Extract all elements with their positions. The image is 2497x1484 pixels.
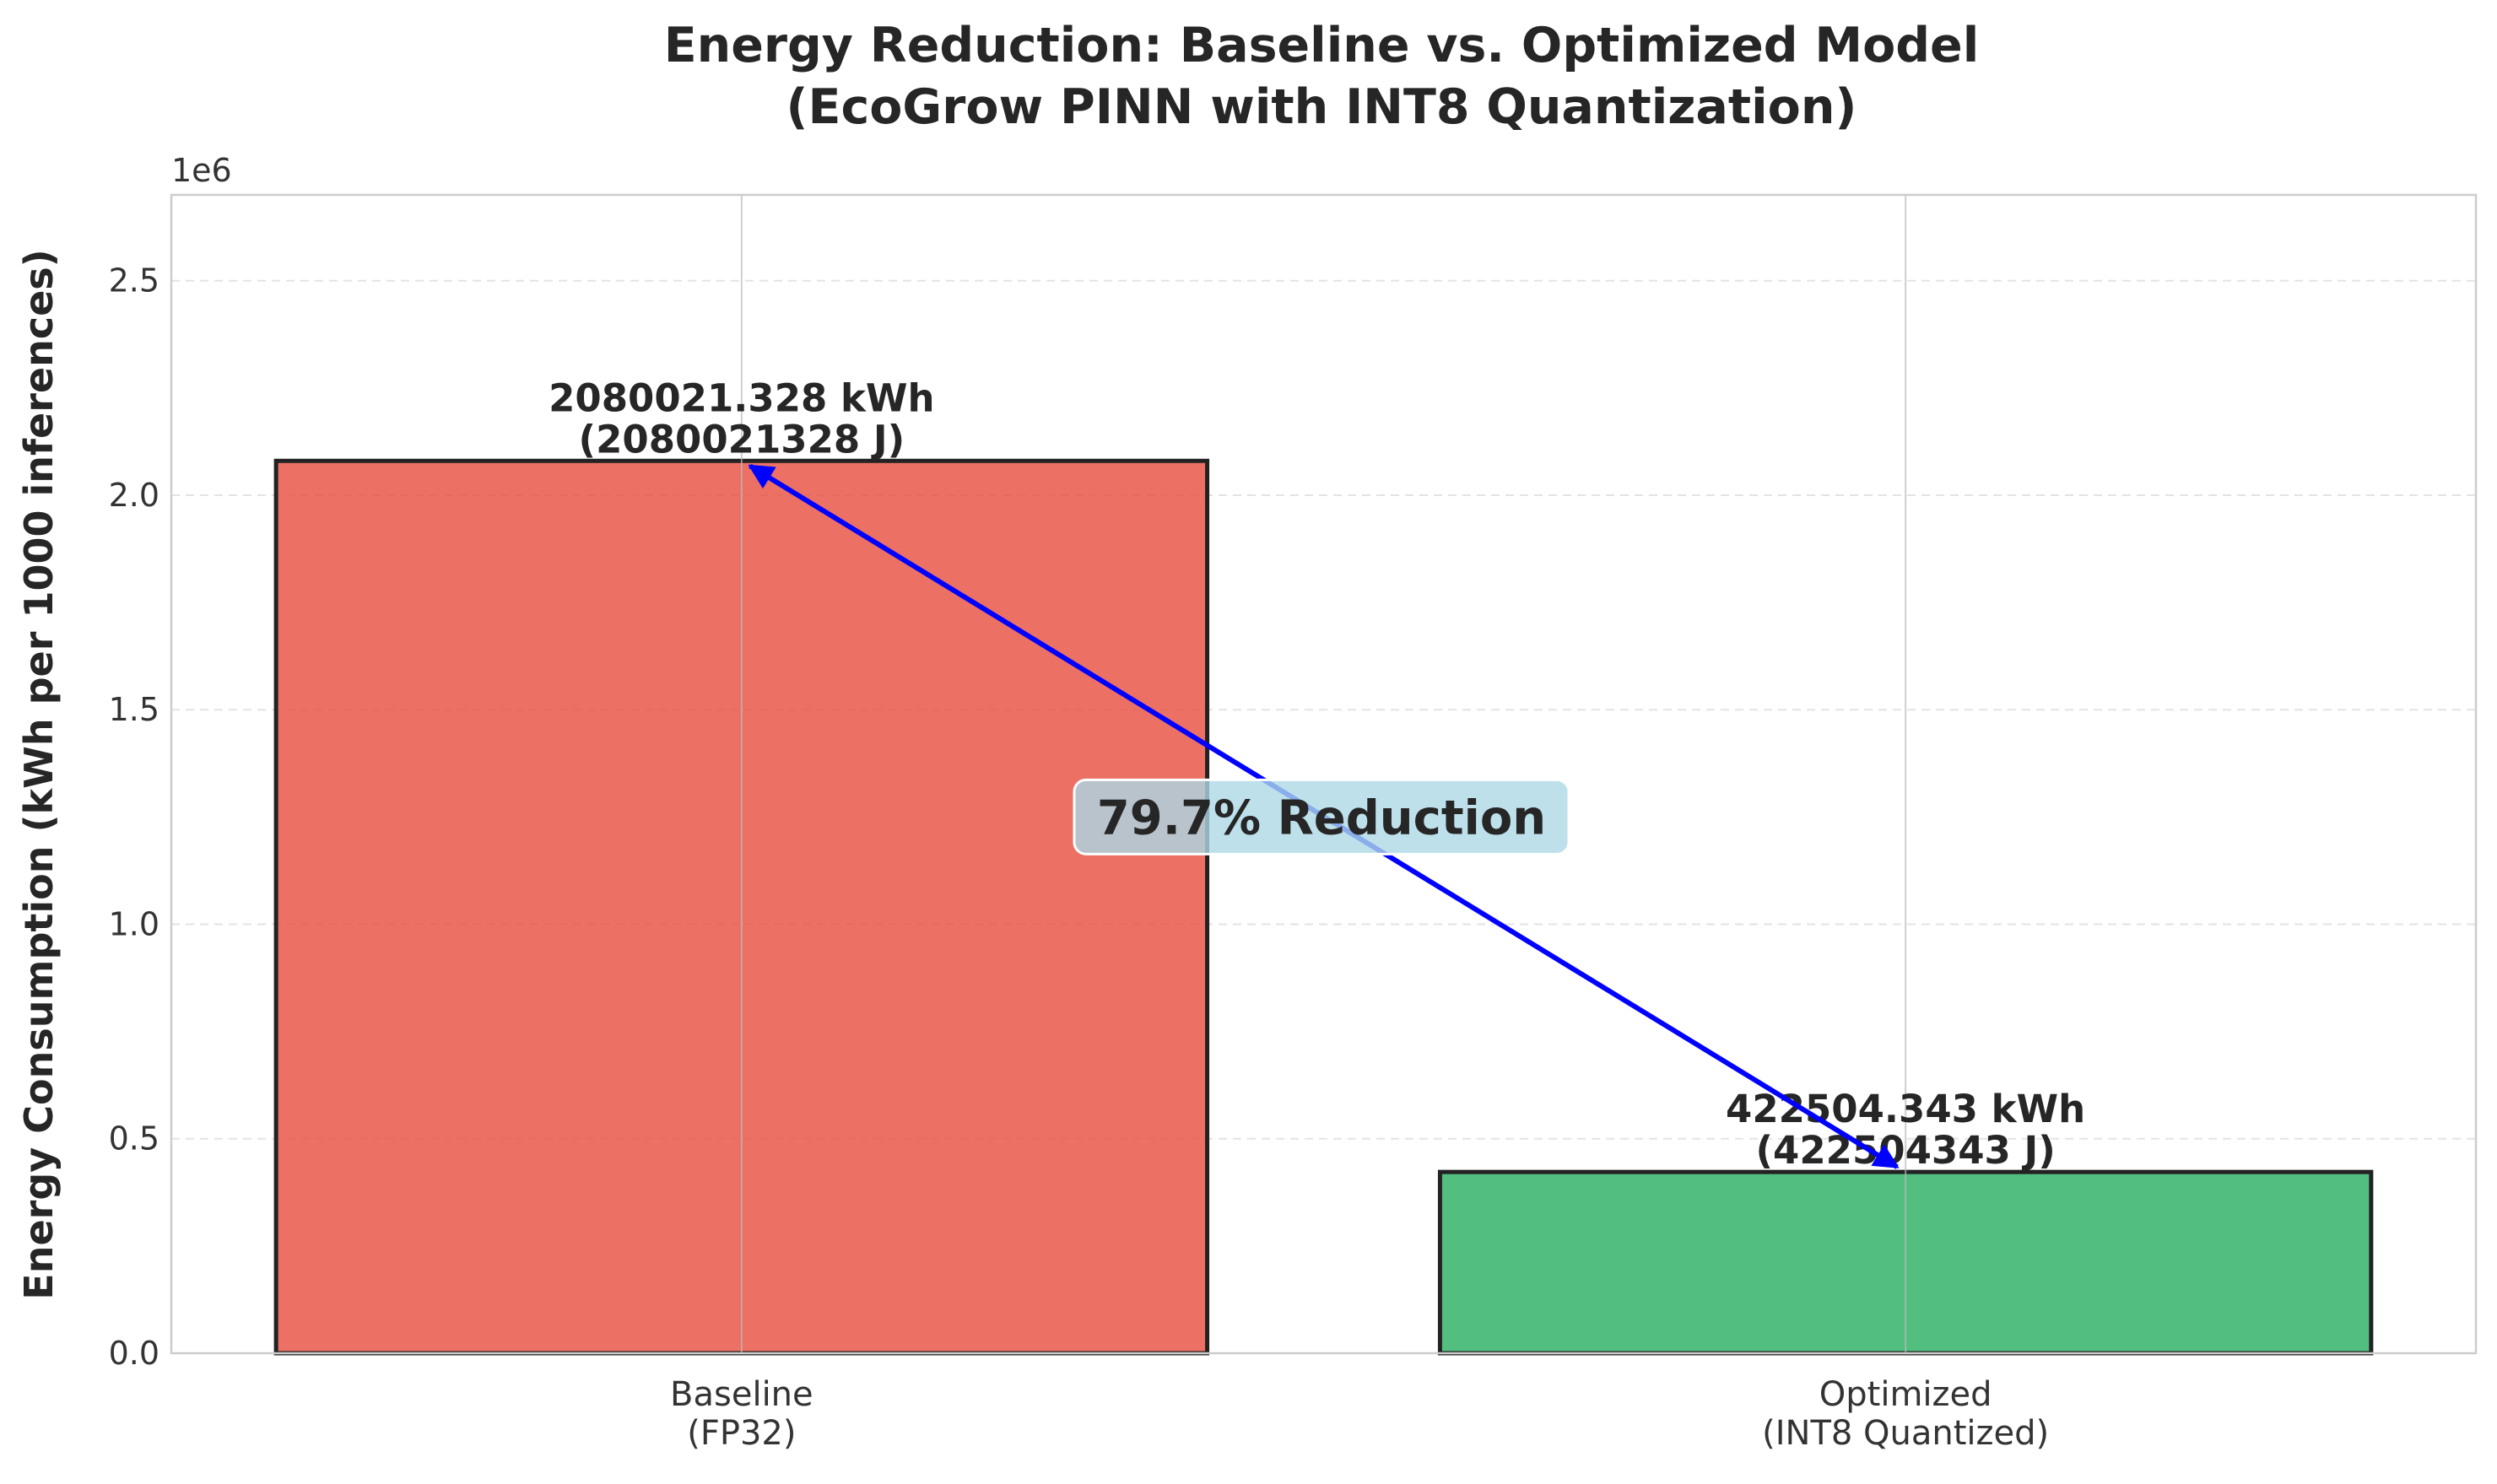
chart-title-line1: Energy Reduction: Baseline vs. Optimized… bbox=[664, 18, 1980, 73]
annotation-box bbox=[1073, 778, 1570, 855]
y-tick-label: 2.5 bbox=[109, 262, 159, 299]
x-tick-label: (FP32) bbox=[687, 1414, 796, 1453]
y-tick-label: 1.5 bbox=[109, 691, 159, 728]
annotation-layer: 79.7% Reduction bbox=[748, 463, 1900, 1169]
data-label: (2080021328 J) bbox=[579, 417, 905, 461]
x-tick-label: Optimized bbox=[1819, 1375, 1992, 1414]
y-tick-label: 0.5 bbox=[109, 1120, 159, 1158]
vertical-grid-layer bbox=[740, 195, 1907, 1353]
data-label: (422504343 J) bbox=[1755, 1128, 2055, 1173]
chart-title-line2: (EcoGrow PINN with INT8 Quantization) bbox=[786, 79, 1857, 135]
tick-layer: 0.0 0.5 1.0 1.5 2.0 2.5 Baseline(FP32) Optimize… bbox=[109, 262, 2050, 1453]
y-axis-offset-label: 1e6 bbox=[171, 152, 232, 189]
x-tick-label: (INT8 Quantized) bbox=[1762, 1414, 2049, 1453]
y-tick-label: 2.0 bbox=[109, 477, 159, 514]
annotation-text: 79.7% Reduction bbox=[1097, 791, 1546, 845]
y-axis-label: Energy Consumption (kWh per 1000 inferen… bbox=[16, 249, 62, 1299]
x-tick-label: Baseline bbox=[670, 1375, 813, 1414]
plot-frame bbox=[170, 193, 2478, 1355]
y-tick-label: 0.0 bbox=[109, 1335, 159, 1372]
y-tick-label: 1.0 bbox=[109, 905, 159, 942]
data-label: 2080021.328 kWh bbox=[549, 375, 934, 420]
